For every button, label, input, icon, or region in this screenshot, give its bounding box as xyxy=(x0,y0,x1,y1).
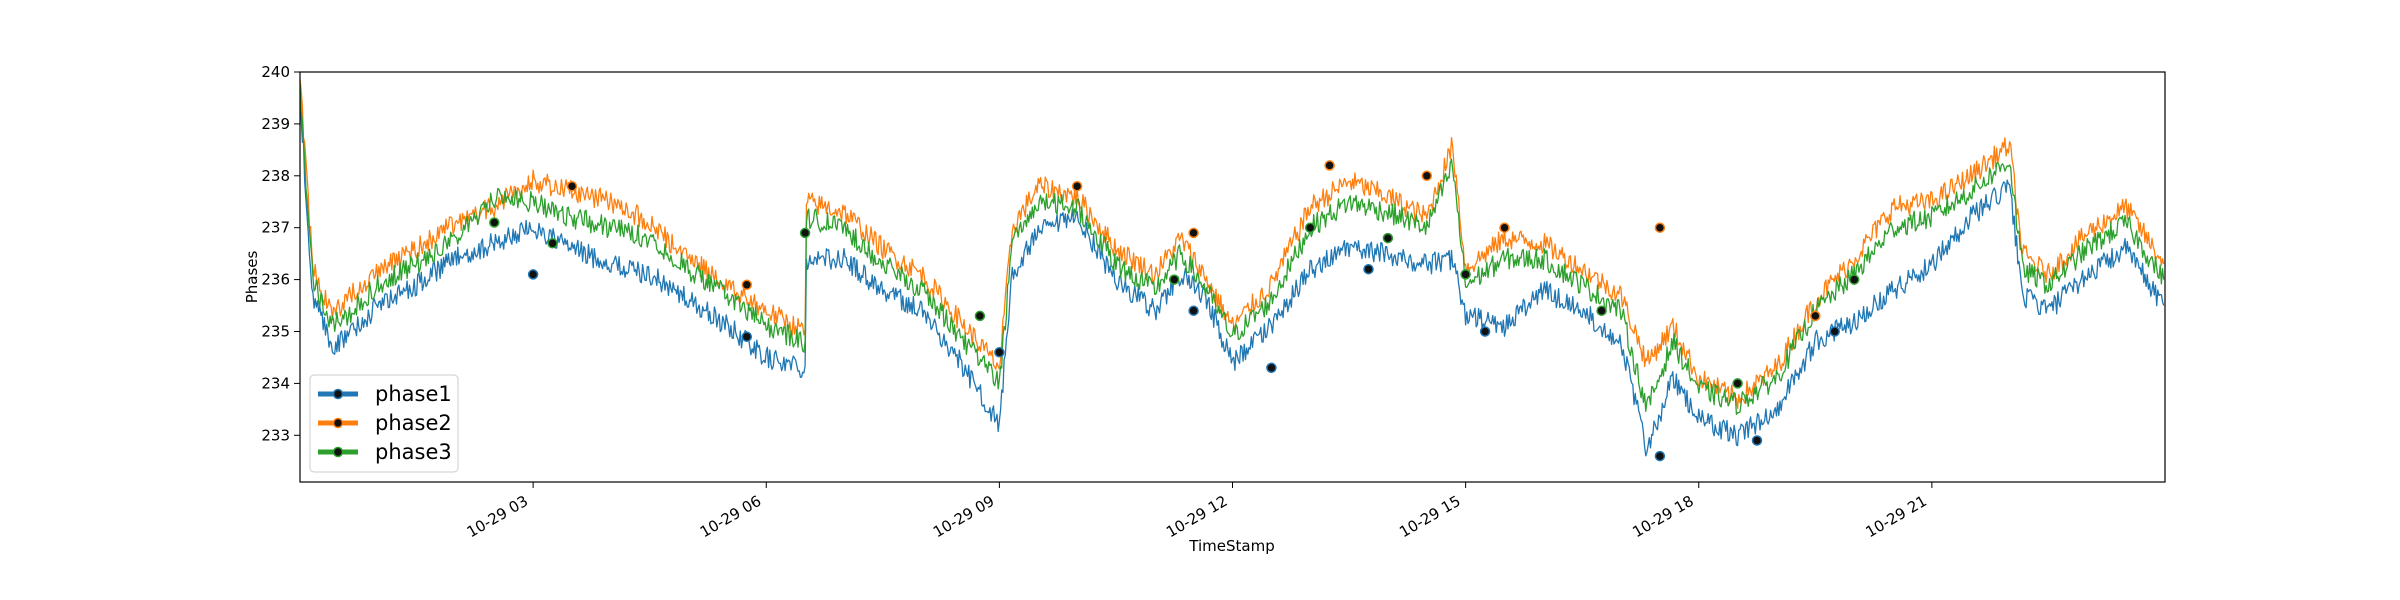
data-point-phase1 xyxy=(1829,326,1840,337)
data-point-phase3 xyxy=(974,310,986,322)
marker-layer xyxy=(489,160,1860,462)
data-point-phase2 xyxy=(1499,222,1510,233)
y-tick-label: 239 xyxy=(261,115,290,133)
data-point-phase3 xyxy=(489,217,500,228)
data-point-phase3 xyxy=(1848,274,1860,285)
data-point-phase2 xyxy=(1421,170,1433,182)
series-line-phase1 xyxy=(300,101,2165,457)
legend-frame xyxy=(309,374,459,473)
y-axis-label: Phases xyxy=(243,251,261,304)
data-point-phase2 xyxy=(1188,227,1199,239)
legend-label-phase2: phase2 xyxy=(375,411,452,435)
data-point-phase1 xyxy=(1479,326,1491,337)
data-point-phase3 xyxy=(1732,378,1743,389)
legend: phase1 phase2 phase3 xyxy=(309,374,459,473)
y-tick-label: 237 xyxy=(261,219,290,237)
data-point-phase1 xyxy=(1266,362,1277,374)
data-point-phase1 xyxy=(1188,305,1199,316)
legend-marker-phase3 xyxy=(332,446,344,458)
y-tick-label: 234 xyxy=(261,374,290,392)
legend-marker-phase2 xyxy=(332,417,344,429)
data-point-phase3 xyxy=(1168,274,1180,285)
data-point-phase3 xyxy=(1304,222,1316,233)
data-point-phase3 xyxy=(1596,305,1607,316)
data-point-phase2 xyxy=(1071,180,1083,192)
data-point-phase1 xyxy=(527,269,539,280)
data-point-phase3 xyxy=(547,238,558,249)
data-point-phase1 xyxy=(1363,263,1374,275)
legend-marker-phase1 xyxy=(332,388,344,400)
data-point-phase3 xyxy=(1382,232,1394,244)
series-line-phase2 xyxy=(300,79,2165,409)
data-point-phase1 xyxy=(1654,450,1666,462)
y-tick-label: 233 xyxy=(261,426,290,444)
data-point-phase1 xyxy=(741,331,753,342)
legend-label-phase1: phase1 xyxy=(375,382,452,406)
data-point-phase2 xyxy=(566,180,578,192)
data-point-phase1 xyxy=(1751,435,1763,446)
y-axis: 233 234 235 236 237 238 239 240 xyxy=(261,63,300,444)
data-point-phase1 xyxy=(994,347,1005,358)
y-tick-label: 238 xyxy=(261,167,290,185)
y-tick-label: 235 xyxy=(261,322,290,340)
y-tick-label: 240 xyxy=(261,63,290,81)
y-tick-label: 236 xyxy=(261,271,290,289)
data-point-phase2 xyxy=(1810,310,1821,322)
x-axis-label: TimeStamp xyxy=(1188,537,1274,555)
data-point-phase3 xyxy=(799,227,811,239)
data-point-phase2 xyxy=(1324,160,1335,171)
legend-label-phase3: phase3 xyxy=(375,440,452,464)
data-point-phase3 xyxy=(1460,269,1471,280)
data-point-phase2 xyxy=(741,279,753,291)
data-point-phase2 xyxy=(1654,222,1666,233)
